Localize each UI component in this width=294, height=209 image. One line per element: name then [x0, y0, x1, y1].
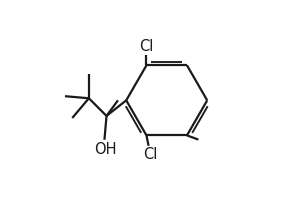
Text: Cl: Cl: [143, 147, 158, 162]
Text: OH: OH: [94, 142, 117, 157]
Text: Cl: Cl: [139, 39, 154, 54]
